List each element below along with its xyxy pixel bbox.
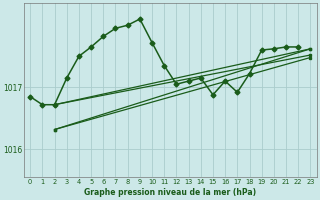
X-axis label: Graphe pression niveau de la mer (hPa): Graphe pression niveau de la mer (hPa) [84, 188, 256, 197]
